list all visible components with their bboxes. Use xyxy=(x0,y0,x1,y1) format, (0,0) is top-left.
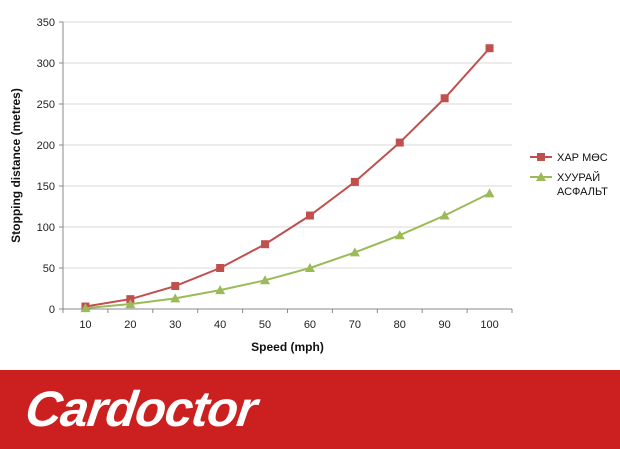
x-axis-ticks: 10 20 30 40 50 60 70 80 90 100 xyxy=(62,309,513,331)
y-tick-label-50: 50 xyxy=(43,263,55,275)
brand-banner: Cardoctor xyxy=(0,370,620,449)
data-point xyxy=(171,282,180,291)
x-tick-label-100: 100 xyxy=(480,319,498,331)
x-tick-label-60: 60 xyxy=(304,319,316,331)
x-axis-title: Speed (mph) xyxy=(251,340,324,354)
data-point xyxy=(305,211,314,220)
data-point xyxy=(261,240,270,249)
y-tick-label-250: 250 xyxy=(37,99,55,111)
legend-marker xyxy=(536,172,546,181)
stopping-distance-chart: 0 50 100 150 200 250 300 350 10 20 30 40 50 60 70 80 90… xyxy=(9,17,608,354)
y-tick-label-200: 200 xyxy=(37,140,55,152)
legend-label-line: АСФАЛЬТ xyxy=(557,186,608,198)
y-axis-title: Stopping distance (metres) xyxy=(9,88,23,243)
data-point xyxy=(170,293,181,303)
y-tick-label-350: 350 xyxy=(37,17,55,29)
series-line-2 xyxy=(85,192,490,310)
legend-item-1: ХАР МӨС xyxy=(530,152,608,164)
x-tick-label-50: 50 xyxy=(259,319,271,331)
y-axis-ticks: 0 50 100 150 200 250 300 350 xyxy=(37,17,63,316)
data-series xyxy=(80,44,495,313)
legend-item-2: ХУУРАЙ АСФАЛЬТ xyxy=(530,171,608,198)
legend-marker xyxy=(537,153,545,161)
y-tick-label-100: 100 xyxy=(37,222,55,234)
y-tick-label-0: 0 xyxy=(49,304,55,316)
series-1 xyxy=(81,44,494,311)
x-tick-label-80: 80 xyxy=(394,319,406,331)
data-point xyxy=(304,263,315,272)
data-point xyxy=(394,230,405,240)
data-point xyxy=(125,299,136,309)
data-point xyxy=(350,177,359,186)
x-tick-label-20: 20 xyxy=(124,319,136,331)
data-point xyxy=(260,275,271,285)
data-point xyxy=(215,285,226,295)
gridlines xyxy=(63,21,512,269)
x-tick-label-70: 70 xyxy=(349,319,361,331)
y-tick-label-150: 150 xyxy=(37,181,55,193)
brand-logo-text: Cardoctor xyxy=(22,381,260,437)
series-line-1 xyxy=(85,47,491,308)
legend-label-line: ХАР МӨС xyxy=(557,152,608,164)
x-tick-label-30: 30 xyxy=(169,319,181,331)
data-point xyxy=(349,247,360,257)
data-point xyxy=(440,94,449,103)
legend: ХАР МӨС ХУУРАЙ АСФАЛЬТ xyxy=(530,152,608,198)
x-tick-label-90: 90 xyxy=(439,319,451,331)
legend-label-1: ХАР МӨС xyxy=(557,152,608,164)
data-point xyxy=(485,44,494,53)
data-point xyxy=(439,210,450,220)
axes xyxy=(62,22,512,310)
x-tick-label-10: 10 xyxy=(79,319,91,331)
legend-label-line: ХУУРАЙ xyxy=(557,171,600,184)
data-point xyxy=(216,264,225,272)
data-point xyxy=(484,188,495,198)
series-2 xyxy=(80,188,495,313)
y-tick-label-300: 300 xyxy=(37,58,55,70)
data-point xyxy=(395,138,404,147)
data-point xyxy=(80,303,91,313)
legend-label-2: ХУУРАЙ АСФАЛЬТ xyxy=(557,171,608,198)
x-tick-label-40: 40 xyxy=(214,319,226,331)
